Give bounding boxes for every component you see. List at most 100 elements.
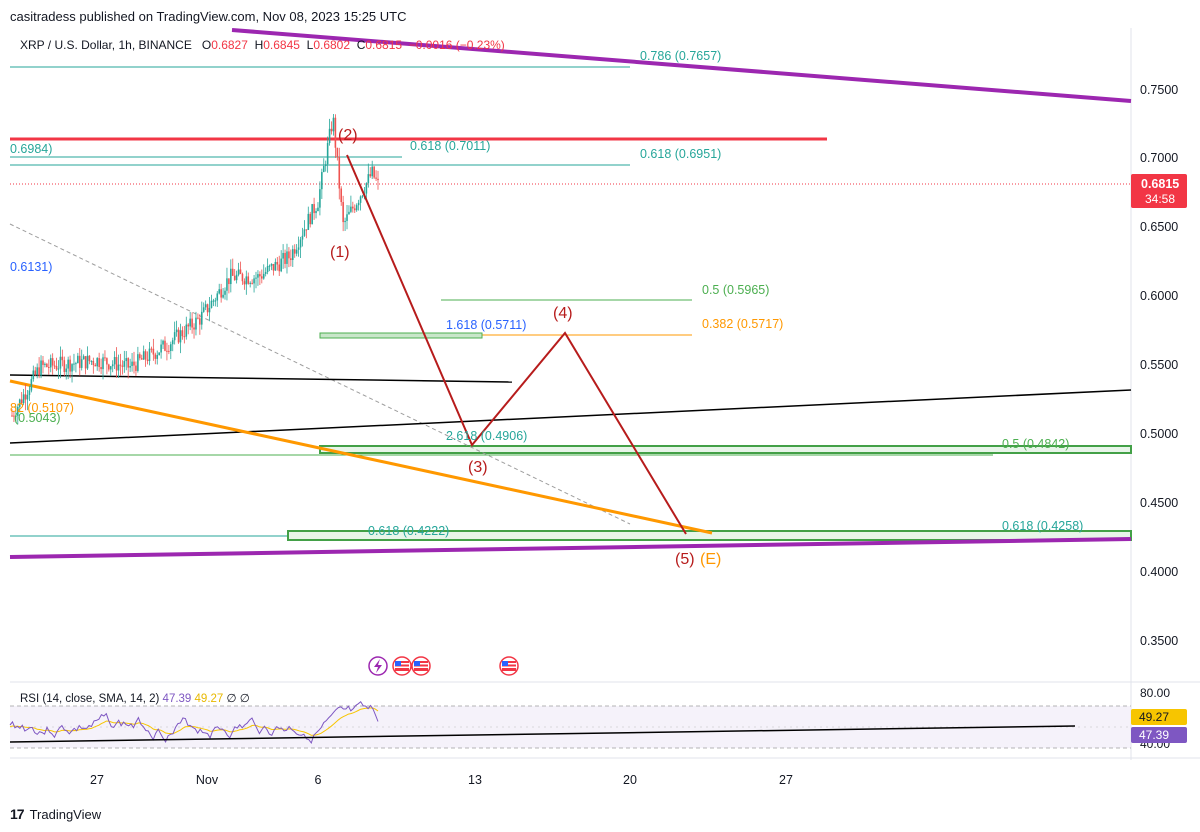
candle-body — [142, 351, 145, 360]
candle-body — [59, 356, 62, 369]
candle-body — [204, 304, 207, 308]
us-flag-event-icon[interactable] — [499, 656, 519, 676]
candle-body — [125, 358, 128, 362]
candle-body — [115, 357, 118, 371]
candle-body — [65, 368, 68, 372]
time-tick: 27 — [779, 773, 793, 787]
candle-body — [216, 293, 219, 301]
candle-body — [26, 394, 29, 400]
us-flag-event-icon[interactable] — [392, 656, 412, 676]
candle-body — [375, 177, 377, 179]
candle-body — [164, 340, 166, 351]
candle-body — [255, 277, 257, 279]
candle-body — [44, 363, 46, 365]
rsi-legend[interactable]: RSI (14, close, SMA, 14, 2) 47.39 49.27 … — [20, 691, 250, 705]
candle-body — [338, 157, 341, 189]
wave-label-1: (1) — [330, 244, 350, 261]
candle-body — [168, 350, 170, 352]
price-axis[interactable]: 0.7500 0.7000 0.6500 0.6000 0.5500 0.500… — [1140, 83, 1178, 648]
candle-body — [297, 247, 300, 250]
candle-body — [175, 329, 178, 333]
high-value: 0.6845 — [263, 38, 300, 52]
candle-body — [208, 307, 211, 313]
rsi-ma-value: 49.27 — [194, 693, 224, 705]
footer-brand[interactable]: 17 TradingView — [10, 806, 101, 822]
candle-body — [218, 289, 221, 294]
fib-label-05043: (0.5043) — [14, 411, 61, 425]
candle-body — [324, 164, 327, 167]
candle-body — [189, 318, 191, 327]
candle-body — [193, 327, 195, 330]
candle-body — [319, 189, 321, 208]
wave-label-4: (4) — [553, 305, 573, 322]
candle-body — [119, 364, 122, 366]
candle-body — [111, 364, 114, 367]
candle-body — [249, 282, 251, 284]
candle-body — [352, 206, 354, 209]
candle-body — [291, 249, 294, 260]
candle-body — [154, 354, 157, 359]
candle-body — [214, 300, 217, 302]
candle-body — [321, 172, 323, 190]
dashed-trendline[interactable] — [9, 223, 631, 525]
candle-body — [82, 356, 85, 360]
open-value: 0.6827 — [211, 38, 248, 52]
candle-body — [158, 352, 160, 355]
candle-body — [336, 147, 339, 158]
candle-body — [47, 366, 50, 368]
candle-body — [121, 365, 124, 367]
black-channel-line[interactable] — [9, 389, 1132, 444]
candle-body — [187, 324, 190, 327]
lightning-event-icon[interactable] — [368, 656, 388, 676]
rsi-trendline[interactable] — [9, 725, 1076, 743]
candle-body — [210, 300, 213, 308]
rsi-legend-title: RSI (14, close, SMA, 14, 2) — [20, 693, 160, 705]
rsi-line — [9, 700, 379, 744]
candle-body — [241, 273, 244, 282]
candle-body — [355, 205, 358, 211]
candle-body — [148, 348, 151, 362]
rsi-ma-badge — [1131, 709, 1187, 725]
candle-body — [135, 365, 137, 371]
candle-body — [278, 264, 281, 272]
candle-body — [197, 317, 199, 319]
candle-body — [282, 252, 284, 259]
time-tick: 13 — [468, 773, 482, 787]
candle-body — [233, 275, 236, 281]
price-tick: 0.7500 — [1140, 83, 1178, 97]
change-value: −0.0016 (−0.23%) — [408, 38, 505, 52]
candle-body — [342, 202, 344, 223]
us-flag-event-icon[interactable] — [411, 656, 431, 676]
candle-body — [152, 348, 155, 355]
symbol-legend[interactable]: XRP / U.S. Dollar, 1h, BINANCE O0.6827 H… — [20, 38, 505, 52]
candle-body — [259, 274, 261, 277]
candle-body — [162, 340, 164, 345]
rsi-badge-text: 47.39 — [1139, 728, 1169, 742]
price-tick: 0.4000 — [1140, 565, 1178, 579]
candle-body — [131, 361, 133, 367]
candle-body — [313, 204, 315, 214]
wave-label-5: (5) — [675, 551, 695, 568]
candle-body — [69, 359, 71, 372]
close-value: 0.6815 — [365, 38, 403, 52]
wave-projection-path[interactable] — [346, 154, 687, 535]
rsi-extra-2: ∅ — [239, 693, 250, 705]
black-horizontal-line[interactable] — [9, 374, 513, 383]
purple-lower-line[interactable] — [9, 537, 1132, 559]
candle-body — [330, 128, 333, 132]
candle-body — [286, 251, 288, 264]
candle-body — [365, 183, 368, 194]
time-axis[interactable]: 27 Nov 6 13 20 27 — [90, 773, 793, 787]
orange-trendline[interactable] — [9, 379, 713, 535]
candle-body — [117, 364, 120, 371]
candle-body — [200, 311, 203, 325]
fib-label-06951: 0.618 (0.6951) — [640, 147, 721, 161]
purple-upper-line[interactable] — [231, 28, 1132, 103]
candle-body — [109, 366, 112, 370]
candle-body — [96, 358, 99, 367]
publisher-line: casitradess published on TradingView.com… — [10, 9, 407, 24]
candle-body — [11, 415, 13, 417]
candle-body — [237, 269, 240, 275]
candle-body — [32, 370, 35, 380]
